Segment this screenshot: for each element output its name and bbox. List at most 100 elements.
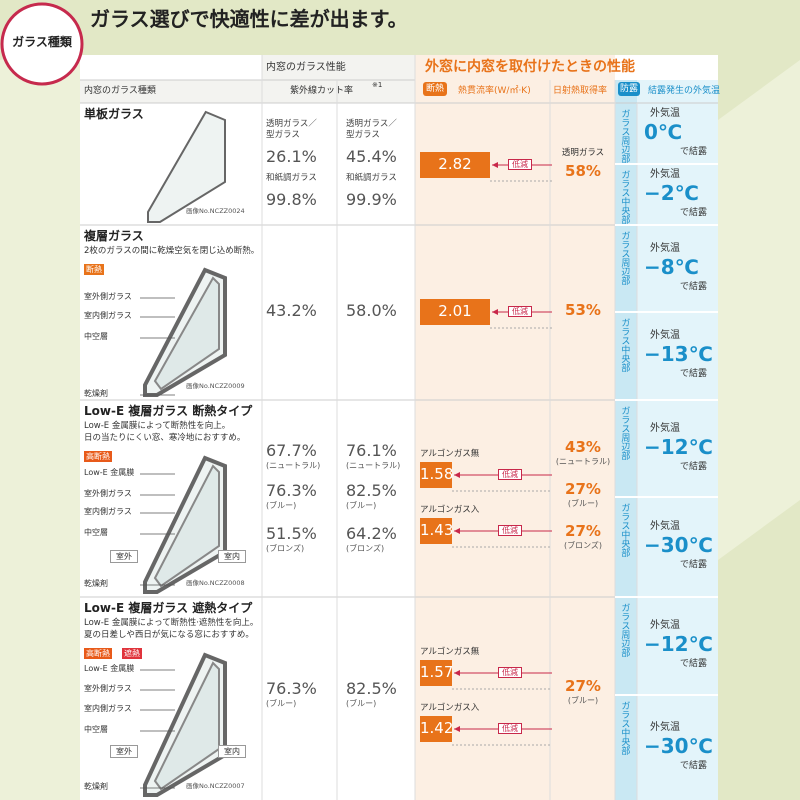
heat-value: 1.57: [420, 663, 454, 681]
heat-label: アルゴンガス入: [420, 703, 480, 713]
dew-suffix: で結露: [680, 281, 708, 292]
heat-value: 1.43: [420, 521, 454, 539]
uv-value: 99.9%: [346, 190, 397, 209]
heat-box: [420, 660, 452, 686]
uv-label: 透明ガラス／: [266, 119, 317, 129]
badge: ガラス種類: [12, 35, 72, 49]
part-label: 中空層: [84, 528, 108, 537]
row-name: 複層ガラス: [84, 229, 144, 243]
heat-box: [420, 716, 452, 742]
reduce: 低減: [508, 159, 532, 171]
uv-value: 76.1%: [346, 441, 397, 460]
side-label: 室内: [218, 745, 246, 759]
dew-part vert: ガラス中央部: [619, 701, 630, 755]
dew-temp: −13℃: [644, 342, 713, 366]
dew-suffix: で結露: [680, 659, 708, 669]
header: 熱貫流率(W/㎡·K): [458, 86, 531, 96]
row-desc: 2枚のガラスの間に乾燥空気を閉じ込め断熱。: [84, 246, 260, 256]
dew-suffix: で結露: [680, 369, 708, 379]
dew-temp: −30℃: [644, 533, 713, 557]
dew-prefix: 外気温: [650, 521, 680, 532]
tag: 断熱: [423, 82, 448, 97]
part-label: 中空層: [84, 725, 108, 734]
part-label: 室外側ガラス: [84, 684, 132, 693]
glass: [153, 661, 220, 791]
dew-temp: 0℃: [644, 119, 683, 144]
tag: 断熱: [84, 264, 104, 276]
uv-value: 67.7%: [266, 441, 317, 460]
uv-label: 和紙調ガラス: [266, 173, 317, 183]
solar-note: (ブロンズ): [563, 541, 603, 550]
image-no: 画像No.NCZZ0008: [186, 579, 245, 587]
uv-note: (ブロンズ): [346, 544, 385, 553]
dew-part vert: ガラス中央部: [619, 170, 630, 224]
uv-value: 45.4%: [346, 147, 397, 166]
glass: [153, 464, 220, 588]
heat-value: 2.82: [438, 155, 472, 173]
dew-temp: −2℃: [644, 180, 699, 205]
uv-value: 51.5%: [266, 524, 317, 543]
part-label: 乾燥剤: [84, 782, 108, 791]
side-label: 室内: [218, 550, 246, 564]
solar-value: 43%: [565, 438, 601, 456]
uv-value: 76.3%: [266, 679, 317, 698]
uv-label: 型ガラス: [266, 130, 300, 140]
glass: [153, 276, 220, 391]
uv-label: 和紙調ガラス: [346, 173, 397, 183]
heat-value: 1.42: [420, 719, 454, 737]
reduce: 低減: [498, 469, 522, 481]
uv-note: (ブロンズ): [266, 544, 305, 553]
dew-suffix: で結露: [680, 560, 708, 570]
tag: 高断熱: [84, 451, 112, 463]
tag: 遮熱: [122, 648, 142, 660]
uv-note: (ブルー): [346, 699, 377, 708]
dew-prefix: 外気温: [650, 422, 680, 434]
image-no: 画像No.NCZZ0007: [186, 782, 245, 790]
heat-label: アルゴンガス入: [420, 505, 480, 515]
row-name: 単板ガラス: [84, 107, 144, 121]
dew-suffix: で結露: [680, 461, 708, 472]
arrow-head: [454, 670, 460, 676]
dew-temp: −12℃: [644, 632, 713, 656]
uv-note: (ブルー): [266, 501, 297, 510]
dew-temp: −30℃: [644, 733, 713, 758]
dew-part vert: ガラス周辺部: [619, 231, 630, 285]
image-no: 画像No.NCZZ0024: [186, 207, 245, 215]
heat-label: アルゴンガス無: [420, 449, 480, 459]
header: 内窓のガラス種類: [84, 86, 156, 96]
heat-value: 2.01: [438, 302, 472, 320]
solar-note: (ブルー): [567, 499, 599, 508]
uv-value: 82.5%: [346, 679, 397, 698]
heat-box: [420, 462, 452, 488]
row-desc: Low-E 金属膜によって断熱性を向上。: [84, 421, 231, 431]
dew-suffix: で結露: [680, 760, 708, 771]
reduce: 低減: [498, 723, 522, 735]
solar-value: 27%: [565, 522, 601, 540]
part-label: Low-E 金属膜: [84, 468, 135, 477]
heat-label: アルゴンガス無: [420, 647, 480, 657]
dew-prefix: 外気温: [650, 242, 680, 254]
dew-prefix: 外気温: [650, 168, 680, 180]
dew-suffix: で結露: [680, 146, 708, 157]
arrow-head: [454, 726, 460, 732]
solar-value: 58%: [565, 162, 601, 180]
glass: [147, 110, 226, 223]
uv-value: 43.2%: [266, 301, 317, 320]
dew-part vert: ガラス周辺部: [619, 603, 630, 657]
part-label: 室外側ガラス: [84, 489, 132, 498]
title: ガラス選びで快適性に差が出ます。: [90, 7, 408, 31]
header: ※1: [372, 81, 383, 89]
dew-prefix: 外気温: [650, 107, 680, 119]
part-label: 室内側ガラス: [84, 311, 132, 320]
dew-suffix: で結露: [680, 207, 708, 218]
side-label: 室外: [110, 550, 138, 564]
solar-value: 27%: [565, 480, 601, 498]
dew-temp: −8℃: [644, 254, 699, 279]
part-label: 乾燥剤: [84, 579, 108, 588]
uv-note: (ブルー): [346, 501, 377, 510]
arrow-head: [492, 309, 498, 315]
dew-part vert: ガラス中央部: [619, 503, 630, 557]
dew-part vert: ガラス周辺部: [619, 406, 630, 460]
